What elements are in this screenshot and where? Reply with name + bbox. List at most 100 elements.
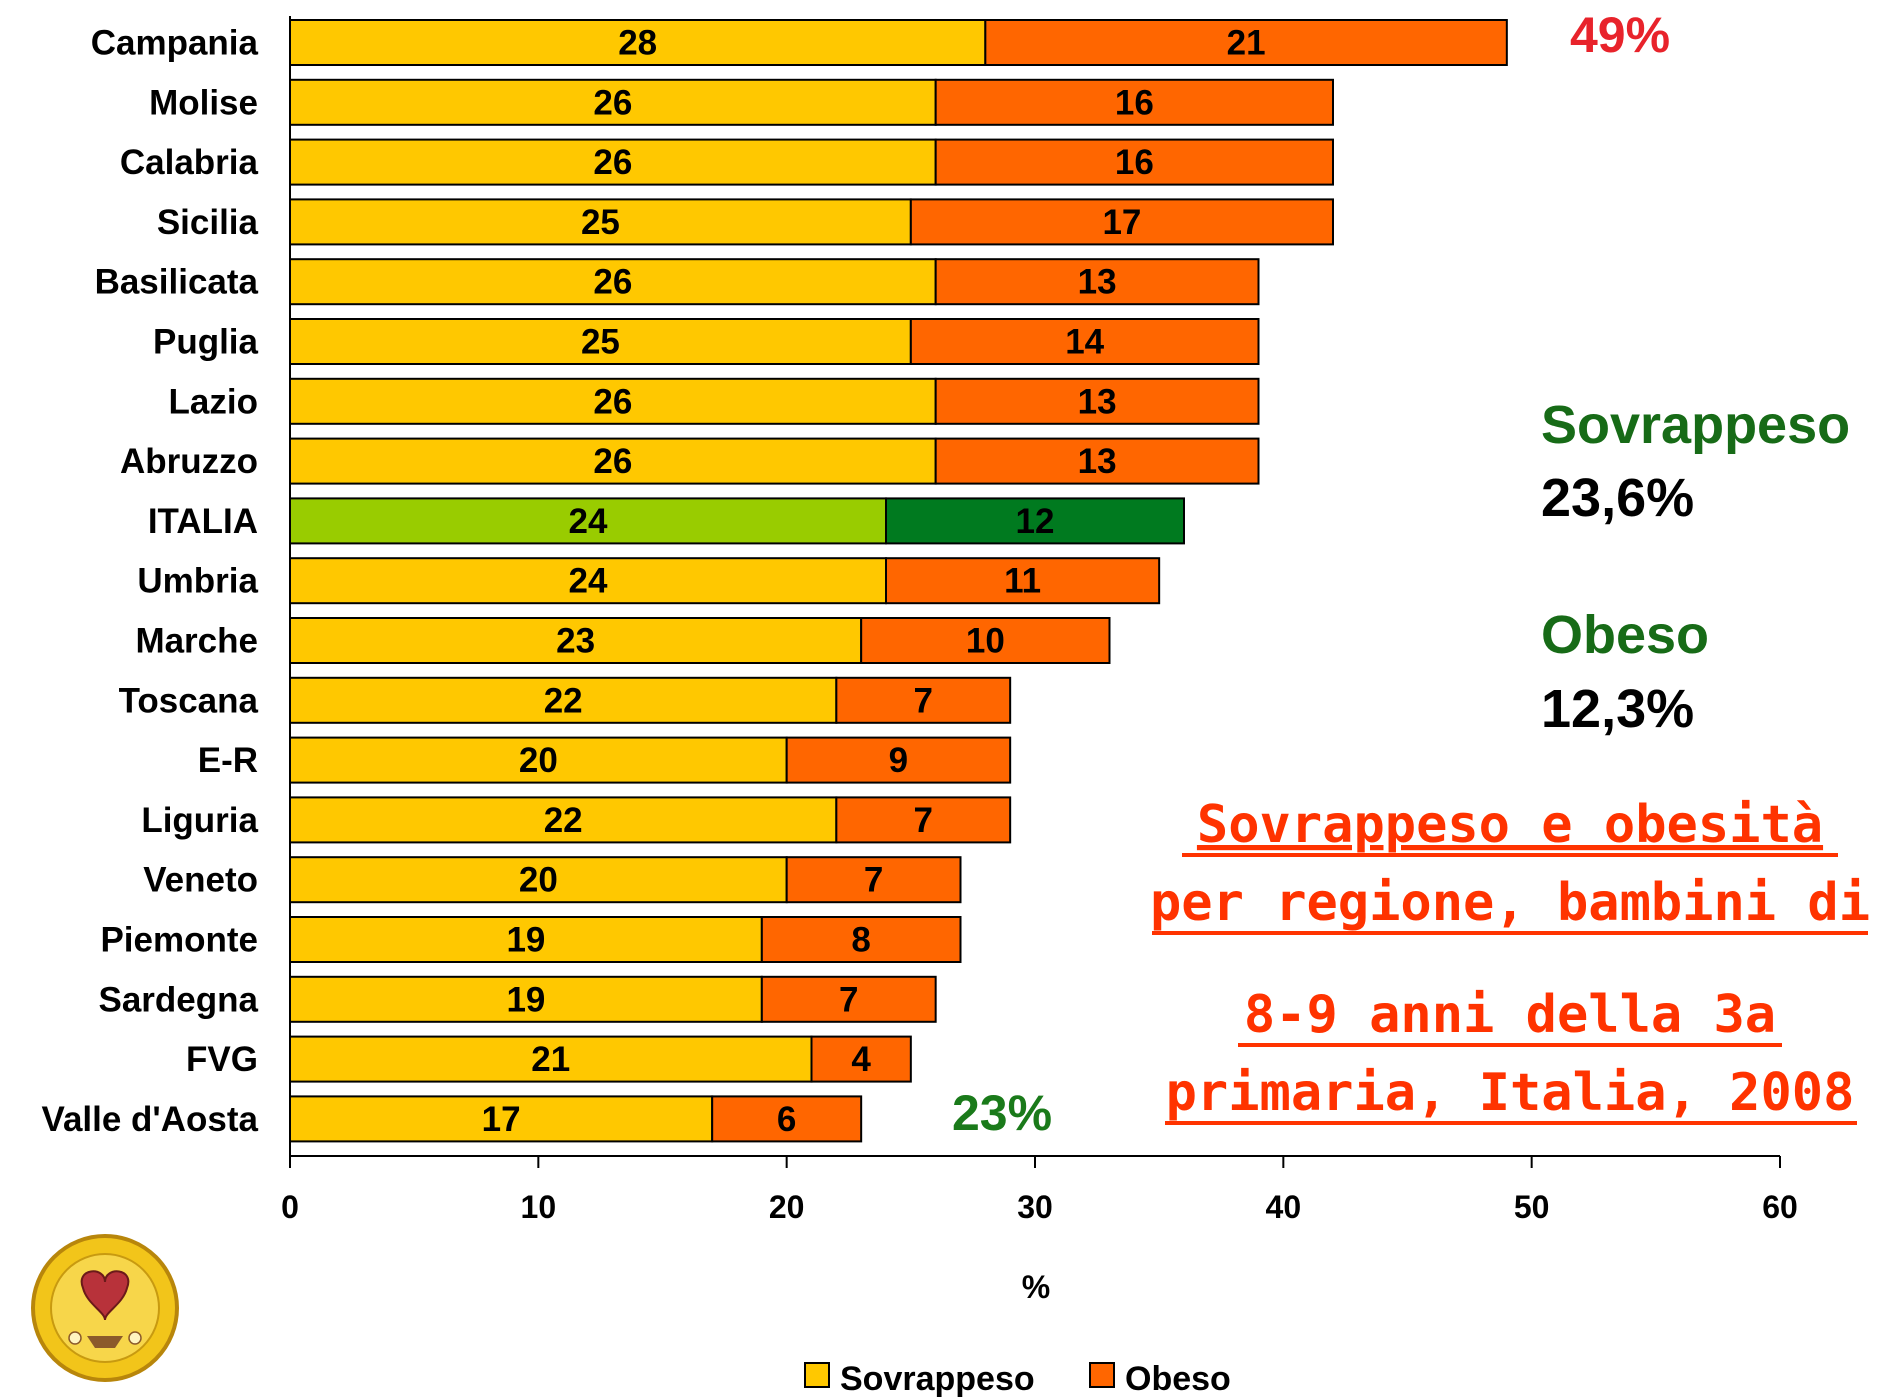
x-tick-label-60: 60	[1762, 1189, 1798, 1225]
x-tick-label-30: 30	[1017, 1189, 1053, 1225]
data-label-obeso-sardegna: 7	[839, 980, 858, 1019]
category-label-valle-d-aosta: Valle d'Aosta	[42, 1100, 259, 1139]
data-label-obeso-puglia: 14	[1065, 323, 1104, 362]
x-axis: 0 10 20 30 40 50 60	[281, 16, 1798, 1225]
category-label-molise: Molise	[149, 83, 258, 122]
x-tick-label-0: 0	[281, 1189, 299, 1225]
bar-obeso-lazio	[934, 377, 1260, 425]
data-label-sovrappeso-marche: 23	[556, 622, 595, 661]
category-label-puglia: Puglia	[153, 323, 259, 362]
bar-obeso-e-r	[785, 736, 1012, 784]
bar-obeso-sardegna	[760, 975, 937, 1023]
category-label-abruzzo: Abruzzo	[120, 442, 258, 481]
bar-sovrappeso-campania	[289, 19, 987, 66]
bar-obeso-calabria	[934, 138, 1335, 186]
bar-obeso-basilicata	[934, 258, 1260, 306]
data-label-sovrappeso-italia: 24	[569, 502, 608, 541]
data-label-sovrappeso-calabria: 26	[593, 143, 632, 182]
bar-sovrappeso-veneto	[289, 856, 788, 904]
legend-label-obeso: Obeso	[1125, 1360, 1231, 1397]
data-label-obeso-veneto: 7	[864, 861, 883, 900]
legend-label-sovrappeso: Sovrappeso	[840, 1360, 1035, 1397]
data-label-obeso-lazio: 13	[1078, 382, 1117, 421]
data-label-sovrappeso-liguria: 22	[544, 801, 583, 840]
data-label-sovrappeso-puglia: 25	[581, 323, 620, 362]
bar-obeso-molise	[934, 78, 1335, 126]
x-tick-label-40: 40	[1266, 1189, 1302, 1225]
category-label-calabria: Calabria	[120, 143, 259, 182]
data-label-sovrappeso-veneto: 20	[519, 861, 558, 900]
data-label-sovrappeso-piemonte: 19	[506, 921, 545, 960]
category-label-liguria: Liguria	[141, 801, 258, 840]
circular-seal-logo	[31, 1234, 179, 1382]
bar-sovrappeso-liguria	[289, 796, 838, 844]
category-label-sardegna: Sardegna	[99, 980, 259, 1019]
data-label-obeso-campania: 21	[1227, 24, 1266, 63]
data-label-obeso-toscana: 7	[914, 681, 933, 720]
sovrappeso-summary-title: Sovrappeso	[1541, 395, 1850, 455]
data-label-sovrappeso-valle-d-aosta: 17	[482, 1100, 521, 1139]
bar-obeso-piemonte	[760, 916, 962, 963]
bar-obeso-fvg	[810, 1035, 912, 1083]
data-label-sovrappeso-toscana: 22	[544, 681, 583, 720]
sovrappeso-summary-value: 23,6%	[1541, 468, 1694, 528]
caption-line-4: primaria, Italia, 2008	[1166, 1063, 1855, 1123]
bar-obeso-veneto	[785, 856, 962, 904]
category-label-piemonte: Piemonte	[100, 921, 258, 960]
x-axis-label: %	[1022, 1269, 1050, 1305]
data-label-obeso-marche: 10	[966, 622, 1005, 661]
caption: Sovrappeso e obesità per regione, bambin…	[1150, 795, 1870, 1125]
category-label-marche: Marche	[135, 622, 258, 661]
bar-sovrappeso-marche	[289, 617, 863, 664]
data-label-obeso-valle-d-aosta: 6	[777, 1100, 796, 1139]
bar-obeso-marche	[860, 617, 1111, 664]
bar-obeso-toscana	[835, 676, 1012, 724]
data-label-obeso-abruzzo: 13	[1078, 442, 1117, 481]
data-label-obeso-piemonte: 8	[851, 921, 870, 960]
data-label-sovrappeso-campania: 28	[618, 24, 657, 63]
category-label-umbria: Umbria	[137, 562, 258, 601]
data-label-obeso-e-r: 9	[889, 741, 908, 780]
data-label-sovrappeso-sicilia: 25	[581, 203, 620, 242]
bars-group: 28 21 26 16 26 16 25 17 26 13 25 14 26 13 26 13 24 12 24 11…	[289, 19, 1508, 1143]
bar-obeso-valle-d-aosta	[711, 1095, 863, 1143]
category-label-campania: Campania	[91, 24, 259, 63]
category-label-sicilia: Sicilia	[157, 203, 259, 242]
x-tick-label-10: 10	[521, 1189, 557, 1225]
bar-sovrappeso-molise	[289, 78, 937, 126]
bar-sovrappeso-piemonte	[289, 916, 763, 963]
obeso-summary-title: Obeso	[1541, 605, 1709, 665]
bar-obeso-abruzzo	[934, 437, 1260, 485]
bar-obeso-campania	[984, 19, 1508, 66]
data-label-obeso-calabria: 16	[1115, 143, 1154, 182]
data-label-sovrappeso-e-r: 20	[519, 741, 558, 780]
x-tick-label-50: 50	[1514, 1189, 1550, 1225]
bar-sovrappeso-e-r	[289, 736, 788, 784]
data-label-sovrappeso-fvg: 21	[531, 1040, 570, 1079]
data-label-obeso-basilicata: 13	[1078, 263, 1117, 302]
data-label-obeso-liguria: 7	[914, 801, 933, 840]
bar-sovrappeso-valle-d-aosta	[289, 1095, 714, 1143]
bar-sovrappeso-umbria	[289, 557, 887, 605]
data-label-obeso-fvg: 4	[851, 1040, 871, 1079]
bar-obeso-puglia	[909, 318, 1260, 365]
bar-sovrappeso-lazio	[289, 377, 937, 425]
top-total-annotation: 49%	[1570, 7, 1670, 63]
category-label-fvg: FVG	[186, 1040, 258, 1079]
x-tick-label-20: 20	[769, 1189, 805, 1225]
category-labels-group: Campania Molise Calabria Sicilia Basilicata P…	[42, 24, 259, 1139]
data-label-sovrappeso-lazio: 26	[593, 382, 632, 421]
data-label-sovrappeso-umbria: 24	[569, 562, 608, 601]
bar-obeso-umbria	[885, 557, 1161, 605]
bar-sovrappeso-calabria	[289, 138, 937, 186]
caption-line-2: per regione, bambini di	[1150, 873, 1870, 933]
legend: Sovrappeso Obeso	[804, 1360, 1231, 1397]
bar-obeso-liguria	[835, 796, 1012, 844]
data-label-obeso-molise: 16	[1115, 83, 1154, 122]
data-label-sovrappeso-basilicata: 26	[593, 263, 632, 302]
legend-swatch-sovrappeso	[804, 1362, 830, 1388]
caption-line-3: 8-9 anni della 3a	[1244, 985, 1776, 1045]
bottom-total-annotation: 23%	[952, 1085, 1052, 1141]
category-label-italia: ITALIA	[148, 502, 258, 541]
